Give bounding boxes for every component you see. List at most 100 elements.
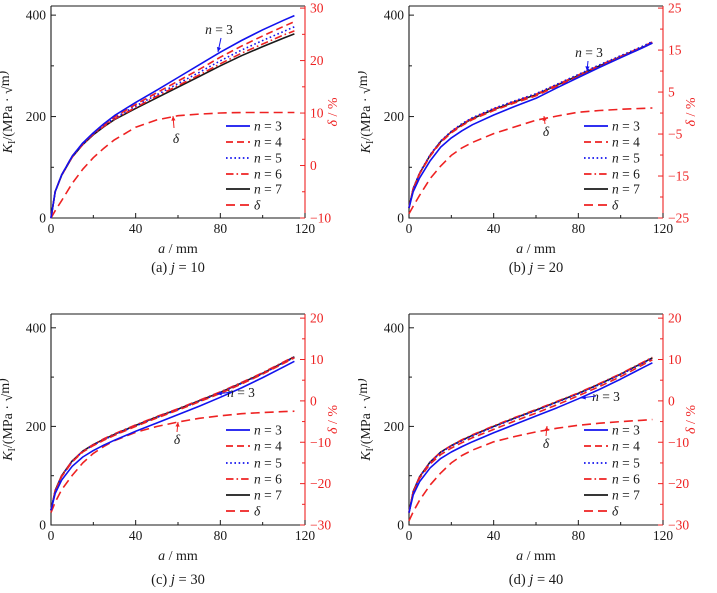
y-right-axis-label: δ / % [684, 97, 699, 126]
subplot-c: 0 40 80 120 0 200 400 −30 −20 −10 0 10 20 KI/(MPa · √… [0, 296, 358, 593]
x-tick-label: 80 [214, 528, 228, 543]
y-right-axis-label: δ / % [326, 405, 341, 434]
legend-label: n = 5 [612, 456, 640, 471]
subplot-caption: (c) j = 30 [151, 572, 205, 588]
y-left-tick-label: 0 [39, 211, 46, 226]
legend-label: n = 4 [612, 439, 640, 454]
x-tick-label: 40 [487, 528, 501, 543]
subplot-b-svg: 0 40 80 120 0 200 400 −25 −15 −5 5 15 25 KI/(MPa · √m… [353, 1, 699, 276]
series-line-n=3 [50, 14, 295, 219]
x-tick-label: 120 [295, 528, 316, 543]
legend-label: n = 6 [254, 472, 282, 487]
ticks: 0 40 80 120 0 200 400 −30 −20 −10 0 10 20 [384, 311, 690, 543]
y-right-tick-label: −25 [668, 211, 689, 226]
legend: n = 3n = 4n = 5n = 6n = 7δ [584, 423, 640, 519]
legend-label: n = 5 [254, 456, 282, 471]
subplot-c-svg: 0 40 80 120 0 200 400 −30 −20 −10 0 10 20 KI/(MPa · √… [0, 311, 341, 588]
y-left-tick-label: 200 [26, 109, 47, 124]
subplot-a: 0 40 80 120 0 200 400 −10 0 10 20 30 KI/(MPa · √m) a … [0, 0, 358, 297]
legend-label: n = 3 [254, 423, 282, 438]
subplot-a-svg: 0 40 80 120 0 200 400 −10 0 10 20 30 KI/(MPa · √m) a … [0, 1, 341, 276]
legend-label: n = 3 [612, 423, 640, 438]
y-right-tick-label: −15 [668, 169, 689, 184]
legend-label: n = 4 [612, 135, 640, 150]
legend: n = 3n = 4n = 5n = 6n = 7δ [226, 119, 282, 213]
y-right-tick-label: 10 [310, 352, 324, 367]
subplot-caption: (b) j = 20 [509, 260, 564, 276]
annotation-arrowhead [217, 391, 222, 396]
x-tick-label: 80 [572, 221, 586, 236]
annotation-text: δ [174, 432, 181, 447]
y-right-tick-label: −30 [310, 518, 331, 533]
subplot-b: 0 40 80 120 0 200 400 −25 −15 −5 5 15 25 KI/(MPa · √m… [353, 0, 716, 297]
x-tick-label: 120 [653, 528, 674, 543]
x-tick-label: 40 [487, 221, 501, 236]
y-left-tick-label: 0 [39, 518, 46, 533]
series-line-n=5 [50, 26, 295, 219]
y-left-tick-label: 400 [384, 320, 405, 335]
x-tick-label: 0 [48, 221, 55, 236]
legend-label: n = 5 [254, 151, 282, 166]
x-axis-label: a / mm [158, 549, 198, 564]
x-tick-label: 40 [129, 528, 143, 543]
x-tick-label: 120 [653, 221, 674, 236]
x-axis-label: a / mm [516, 549, 556, 564]
y-right-tick-label: 30 [310, 1, 324, 16]
y-right-tick-label: −5 [668, 127, 683, 142]
y-left-axis-label: KI/(MPa · √m) [0, 378, 18, 462]
series-line-delta [408, 107, 653, 215]
y-right-tick-label: 25 [668, 1, 682, 16]
ticks: 0 40 80 120 0 200 400 −25 −15 −5 5 15 25 [384, 1, 690, 236]
y-right-tick-label: 15 [668, 43, 682, 58]
annotation-arrowhead [581, 395, 586, 400]
legend-label: n = 7 [612, 182, 640, 197]
y-right-tick-label: −20 [668, 476, 689, 491]
legend: n = 3n = 4n = 5n = 6n = 7δ [226, 423, 282, 519]
y-right-axis-label: δ / % [684, 405, 699, 434]
legend-label: n = 7 [254, 182, 282, 197]
legend-label: n = 7 [612, 488, 640, 503]
x-axis-label: a / mm [516, 242, 556, 257]
series-line-n=4 [408, 359, 653, 513]
ticks: 0 40 80 120 0 200 400 −10 0 10 20 30 [26, 1, 332, 236]
subplot-caption: (a) j = 10 [151, 260, 205, 276]
series-line-n=3 [408, 362, 653, 513]
series-line-n=4 [50, 357, 295, 511]
x-tick-label: 0 [48, 528, 55, 543]
annotations: n = 3δ [174, 385, 255, 447]
x-tick-label: 80 [572, 528, 586, 543]
series-curves [50, 355, 295, 513]
series-curves [50, 14, 295, 219]
annotation-text: n = 3 [575, 45, 603, 60]
series-line-n=3 [408, 42, 653, 209]
ticks: 0 40 80 120 0 200 400 −30 −20 −10 0 10 20 [26, 311, 332, 543]
legend-label: δ [612, 198, 619, 213]
y-right-tick-label: −10 [310, 211, 331, 226]
annotation-arrowhead [542, 116, 547, 121]
annotation-arrowhead [544, 426, 549, 431]
y-left-tick-label: 200 [26, 419, 47, 434]
y-right-tick-label: 0 [310, 158, 317, 173]
y-right-tick-label: 20 [310, 53, 324, 68]
y-right-tick-label: 0 [310, 393, 317, 408]
legend: n = 3n = 4n = 5n = 6n = 7δ [584, 119, 640, 213]
legend-label: n = 6 [612, 472, 640, 487]
x-tick-label: 0 [406, 528, 413, 543]
legend-label: δ [254, 198, 261, 213]
legend-label: n = 6 [612, 167, 640, 182]
series-line-n=3 [50, 360, 295, 511]
y-left-tick-label: 0 [397, 211, 404, 226]
legend-label: n = 3 [254, 119, 282, 134]
annotation-text: n = 3 [592, 389, 620, 404]
y-left-tick-label: 200 [384, 109, 405, 124]
y-left-tick-label: 400 [384, 8, 405, 23]
y-left-tick-label: 400 [26, 320, 47, 335]
x-axis-label: a / mm [158, 242, 198, 257]
annotations: n = 3δ [542, 45, 603, 139]
y-left-tick-label: 400 [26, 8, 47, 23]
y-left-axis-label: KI/(MPa · √m) [358, 378, 376, 462]
y-right-tick-label: 5 [668, 85, 675, 100]
y-right-tick-label: −10 [310, 435, 331, 450]
y-right-tick-label: −30 [668, 518, 689, 533]
subplot-d-svg: 0 40 80 120 0 200 400 −30 −20 −10 0 10 20 KI/(MPa · √… [353, 311, 699, 588]
